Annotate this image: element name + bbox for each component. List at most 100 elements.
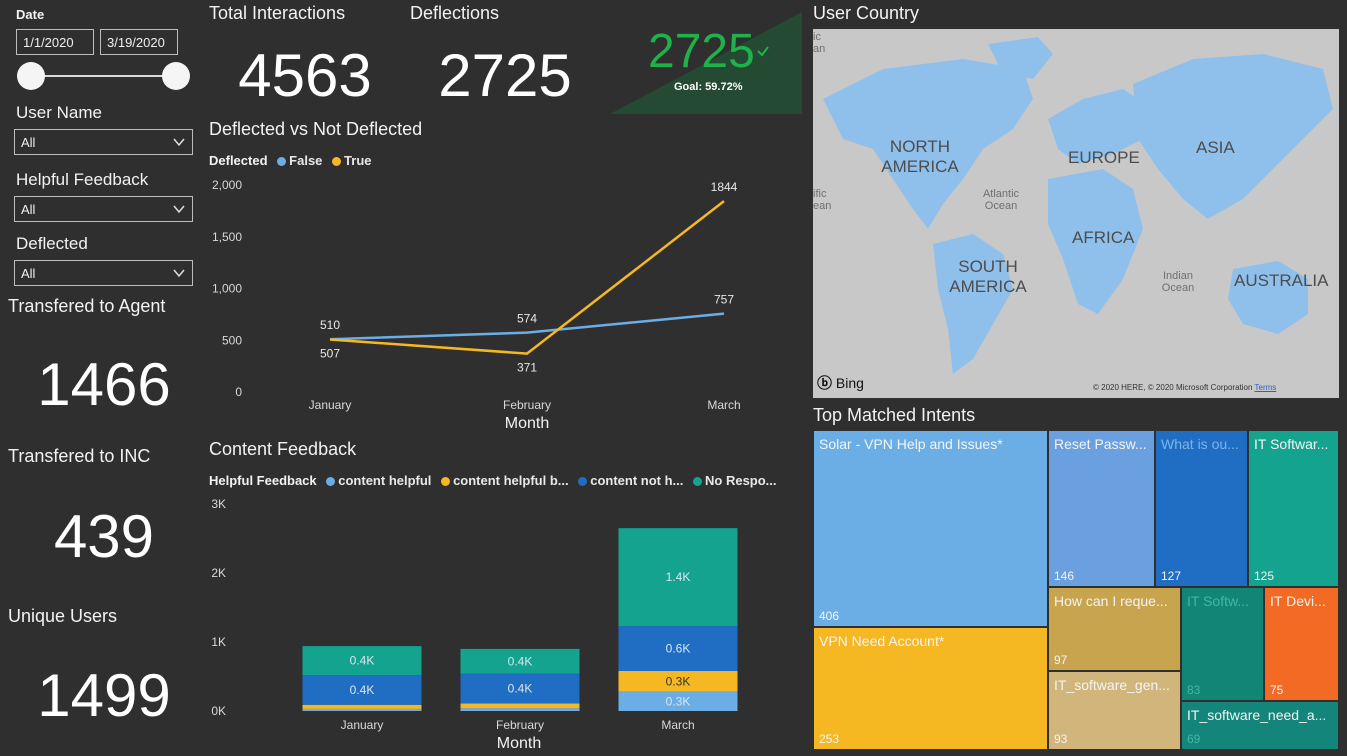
transferred-inc-label: Transfered to INC bbox=[8, 446, 151, 466]
chevron-down-icon bbox=[173, 205, 185, 214]
deflected-dropdown[interactable]: All bbox=[14, 260, 193, 286]
x-axis-title: Month bbox=[505, 415, 549, 432]
legend-dot-no-response bbox=[693, 477, 703, 487]
transferred-agent-label: Transfered to Agent bbox=[8, 296, 166, 316]
greenland-shape[interactable] bbox=[988, 37, 1053, 79]
y-tick-label: 2,000 bbox=[212, 178, 242, 192]
africa-shape[interactable] bbox=[1048, 169, 1143, 314]
data-label: 757 bbox=[714, 293, 734, 307]
series-line-false[interactable] bbox=[329, 312, 725, 341]
bing-icon: ⓑ bbox=[817, 375, 833, 392]
australia-shape[interactable] bbox=[1228, 261, 1308, 334]
bar-segment[interactable] bbox=[618, 626, 738, 671]
goal-kpi-goal: Goal: 59.72% bbox=[674, 81, 743, 93]
map-label-pacific: ific ean bbox=[813, 188, 832, 212]
north-america-shape[interactable] bbox=[823, 59, 1033, 229]
treemap-cell[interactable]: What is ou... 127 bbox=[1155, 430, 1248, 587]
legend-dot-false bbox=[277, 157, 287, 167]
series-line-true[interactable] bbox=[329, 200, 725, 355]
legend-dot-true bbox=[332, 157, 342, 167]
bar-segment[interactable] bbox=[618, 528, 738, 627]
data-label: 1844 bbox=[711, 180, 738, 194]
date-end-input[interactable]: 3/19/2020 bbox=[100, 29, 178, 55]
bar-segment[interactable] bbox=[618, 691, 738, 711]
left-panel: Date 1/1/2020 3/19/2020 User Name All He… bbox=[0, 0, 200, 756]
bar-legend-title: Helpful Feedback bbox=[209, 473, 317, 488]
line-legend-title: Deflected bbox=[209, 153, 268, 168]
map-label-australia: AUSTRALIA bbox=[1234, 271, 1329, 290]
asia-shape[interactable] bbox=[1133, 54, 1333, 219]
data-label: 0.4K bbox=[350, 654, 375, 668]
bar-chart[interactable]: 3K 2K 1K 0K 0.4K 0.4K January 0.4K 0.4K February 0… bbox=[200, 494, 780, 754]
map-terms-link[interactable]: Terms bbox=[1254, 383, 1277, 392]
legend-dot-content-helpful bbox=[326, 477, 336, 487]
treemap-cell[interactable]: Reset Passw... 146 bbox=[1048, 430, 1155, 587]
deflected-label: Deflected bbox=[16, 234, 88, 253]
map-copyright-text: © 2020 HERE, © 2020 Microsoft Corporatio… bbox=[1093, 383, 1253, 392]
date-range-start-handle[interactable] bbox=[17, 62, 45, 90]
bar-segment[interactable] bbox=[618, 670, 738, 692]
helpful-feedback-dropdown[interactable]: All bbox=[14, 196, 193, 222]
bar-segment[interactable] bbox=[460, 648, 580, 674]
data-label: 0.3K bbox=[666, 694, 691, 708]
data-label: 0.6K bbox=[666, 642, 691, 656]
treemap-cell[interactable]: VPN Need Account* 253 bbox=[813, 627, 1048, 750]
y-tick-label: 1,000 bbox=[212, 282, 242, 296]
treemap-cell-value: 253 bbox=[819, 732, 840, 746]
treemap-cell[interactable]: How can I reque... 97 bbox=[1048, 587, 1181, 671]
bar-chart-legend: Helpful Feedback content helpful content… bbox=[209, 473, 777, 488]
date-range-track[interactable] bbox=[30, 75, 176, 77]
bar-segment[interactable] bbox=[302, 704, 422, 709]
treemap-cell-value: 93 bbox=[1054, 732, 1068, 746]
bar-chart-title: Content Feedback bbox=[209, 439, 357, 459]
x-tick-label: March bbox=[707, 398, 740, 412]
chevron-down-icon bbox=[173, 269, 185, 278]
treemap-cell-label: What is ou... bbox=[1161, 436, 1239, 452]
treemap-cell[interactable]: IT_software_need_a... 69 bbox=[1181, 701, 1339, 750]
total-interactions-value: 4563 bbox=[238, 42, 372, 109]
legend-item-content-helpful-b[interactable]: content helpful b... bbox=[453, 473, 569, 488]
unique-users-label: Unique Users bbox=[8, 606, 118, 626]
treemap-cell[interactable]: Solar - VPN Help and Issues* 406 bbox=[813, 430, 1048, 627]
bar-segment[interactable] bbox=[302, 708, 422, 711]
legend-dot-content-helpful-b bbox=[441, 477, 451, 487]
legend-item-true[interactable]: True bbox=[344, 153, 372, 168]
x-tick-label: January bbox=[341, 718, 384, 732]
bar-segment[interactable] bbox=[302, 675, 422, 705]
line-chart[interactable]: 2,000 1,500 1,000 500 0 January February March M… bbox=[200, 172, 780, 432]
date-slicer-label: Date bbox=[16, 7, 45, 22]
deflections-value: 2725 bbox=[438, 42, 572, 109]
bar-segment[interactable] bbox=[460, 703, 580, 709]
user-name-dropdown[interactable]: All bbox=[14, 129, 193, 155]
chevron-down-icon bbox=[173, 138, 185, 147]
treemap-title: Top Matched Intents bbox=[813, 405, 976, 425]
bar-segment[interactable] bbox=[460, 673, 580, 704]
goal-kpi-background bbox=[610, 12, 802, 114]
treemap-cell[interactable]: IT Devi... 75 bbox=[1264, 587, 1339, 701]
map-copyright: © 2020 HERE, © 2020 Microsoft Corporatio… bbox=[1093, 383, 1276, 392]
bar-segment[interactable] bbox=[460, 708, 580, 711]
treemap-cell-label: How can I reque... bbox=[1054, 593, 1168, 609]
treemap-cell-value: 83 bbox=[1187, 683, 1201, 697]
x-tick-label: February bbox=[503, 398, 551, 412]
treemap-cell-label: IT Softw... bbox=[1187, 593, 1249, 609]
europe-shape[interactable] bbox=[1048, 89, 1153, 164]
data-label: 507 bbox=[320, 347, 340, 361]
date-start-input[interactable]: 1/1/2020 bbox=[16, 29, 94, 55]
bar-segment[interactable] bbox=[302, 646, 422, 676]
legend-item-false[interactable]: False bbox=[289, 153, 323, 168]
y-tick-label: 1K bbox=[211, 635, 226, 649]
deflected-value: All bbox=[21, 266, 36, 281]
treemap-cell[interactable]: IT_software_gen... 93 bbox=[1048, 671, 1181, 750]
legend-dot-content-not-helpful bbox=[578, 477, 588, 487]
transferred-agent-value: 1466 bbox=[37, 351, 171, 418]
legend-item-content-helpful[interactable]: content helpful bbox=[338, 473, 432, 488]
legend-item-content-not-helpful[interactable]: content not h... bbox=[590, 473, 684, 488]
treemap-cell[interactable]: IT Softwar... 125 bbox=[1248, 430, 1339, 587]
date-range-end-handle[interactable] bbox=[162, 62, 190, 90]
treemap-cell[interactable]: IT Softw... 83 bbox=[1181, 587, 1264, 701]
south-america-shape[interactable] bbox=[933, 234, 1013, 374]
legend-item-no-response[interactable]: No Respo... bbox=[705, 473, 777, 488]
data-label: 574 bbox=[517, 312, 537, 326]
user-country-map[interactable]: NORTH AMERICA EUROPE ASIA AFRICA SOUTH A… bbox=[813, 29, 1339, 398]
